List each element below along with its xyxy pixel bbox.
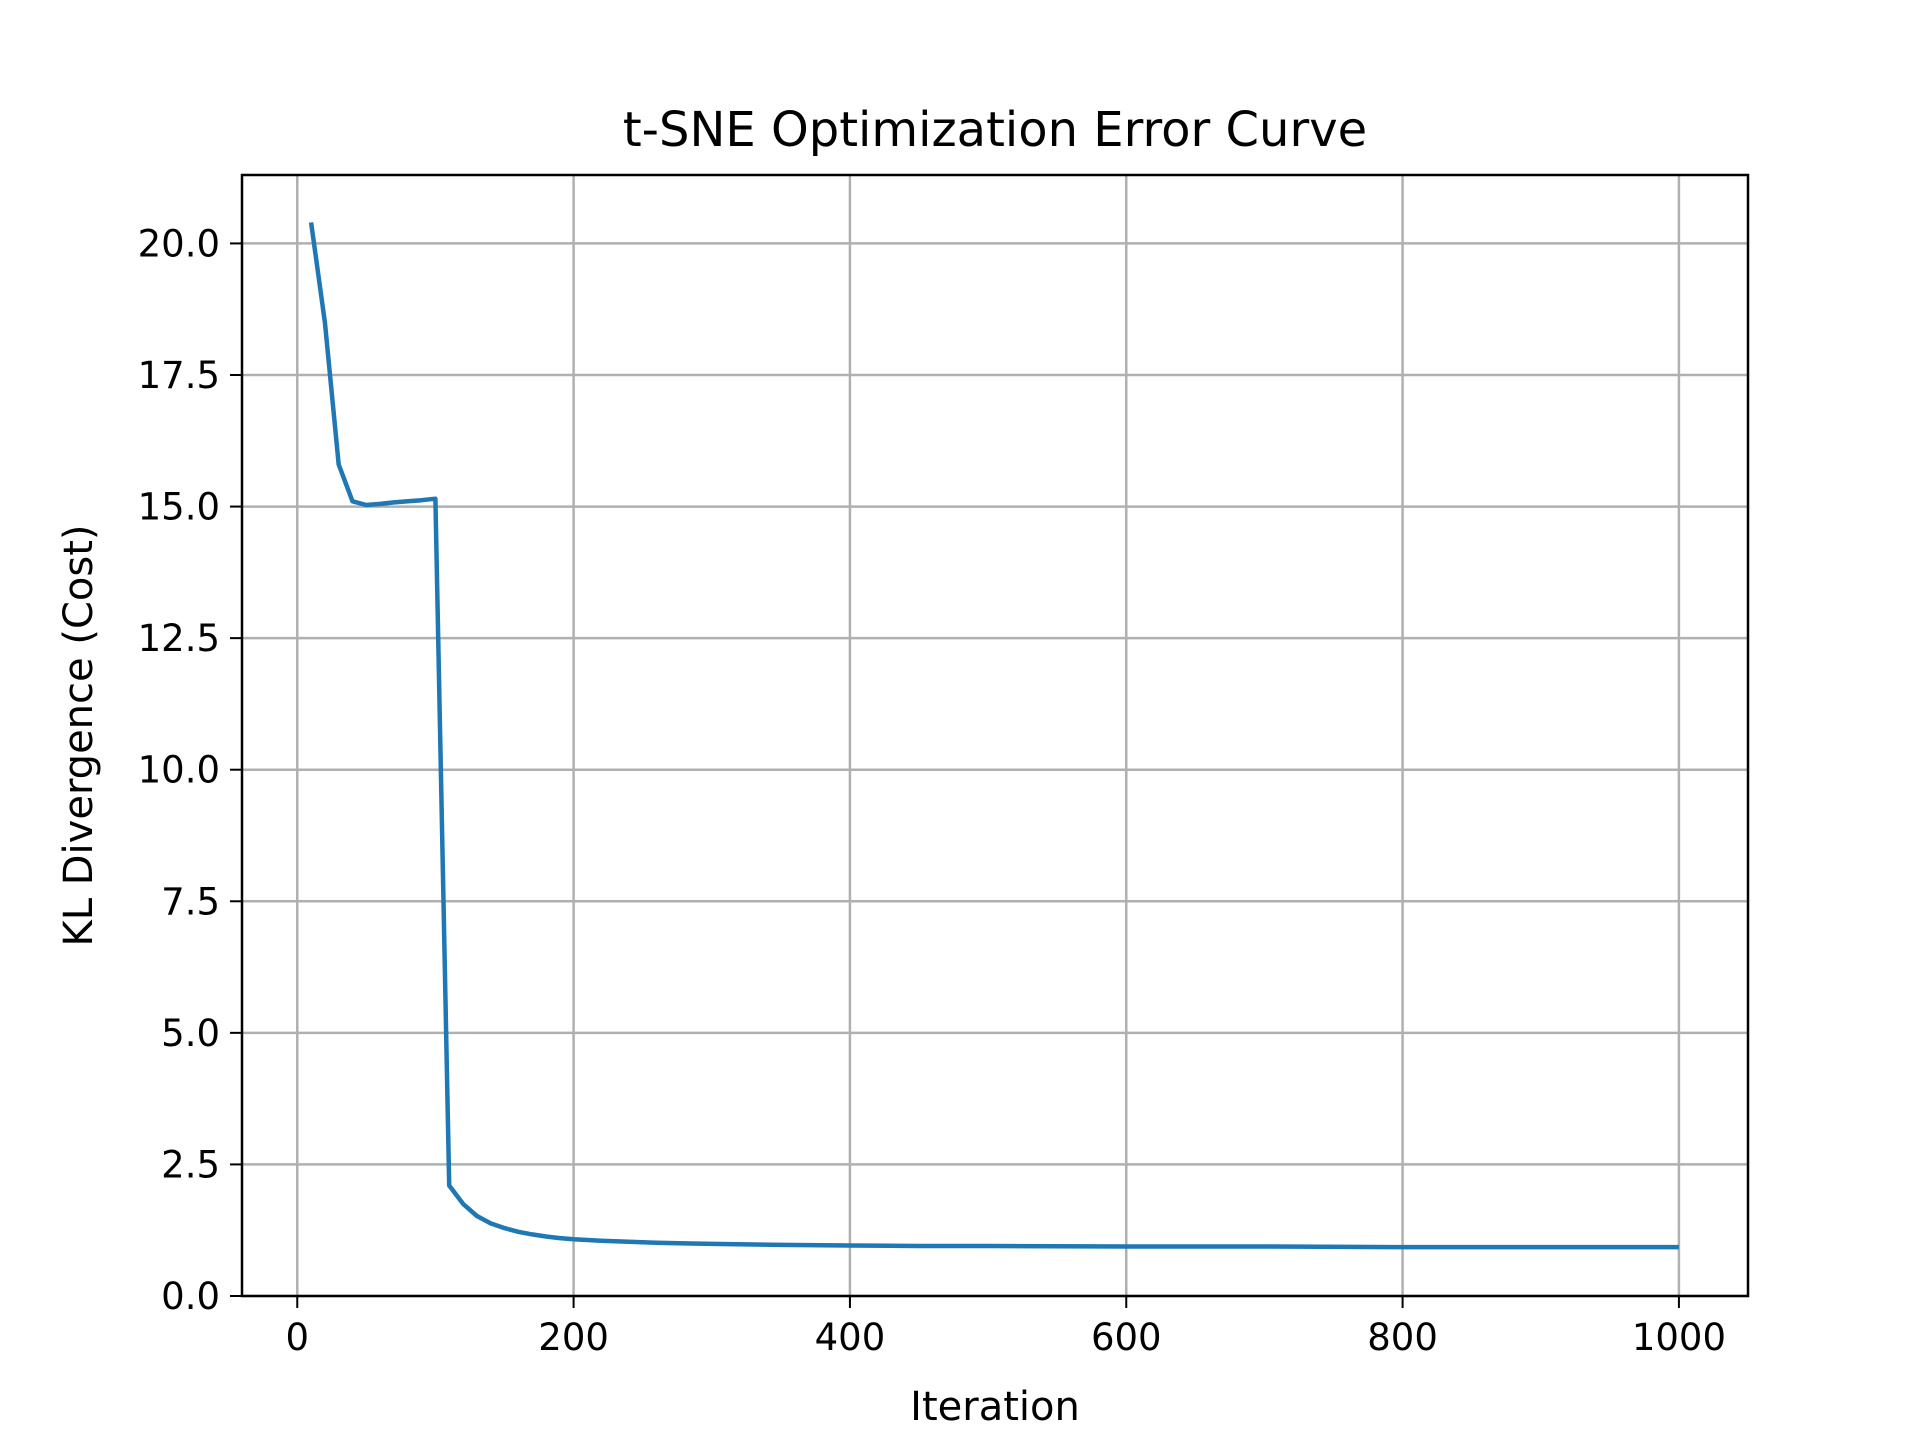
x-tick-label: 600 [1091,1316,1162,1359]
y-tick-label: 5.0 [161,1012,220,1055]
x-tick-label: 200 [538,1316,609,1359]
y-axis-ticks: 0.0 2.5 5.0 7.5 10.0 12.5 15.0 17.5 20.0 [138,222,242,1318]
y-axis-label: KL Divergence (Cost) [56,525,102,947]
y-tick-label: 17.5 [138,354,220,397]
x-tick-label: 0 [285,1316,309,1359]
y-tick-label: 15.0 [138,486,220,529]
y-tick-label: 7.5 [161,880,220,923]
x-axis-ticks: 0 200 400 600 800 1000 [285,1296,1726,1359]
x-axis-label: Iteration [910,1384,1080,1430]
x-tick-label: 400 [815,1316,886,1359]
y-tick-label: 12.5 [138,617,220,660]
series-layer [308,222,1679,1250]
y-tick-label: 0.0 [161,1275,220,1318]
series-line [308,222,1679,1250]
x-tick-label: 1000 [1632,1316,1726,1359]
y-tick-label: 2.5 [161,1143,220,1186]
y-tick-label: 10.0 [138,749,220,792]
y-tick-label: 20.0 [138,222,220,265]
x-tick-label: 800 [1367,1316,1438,1359]
chart-title: t-SNE Optimization Error Curve [623,102,1367,158]
plot-frame [240,173,1750,1298]
grid [242,175,1748,1298]
